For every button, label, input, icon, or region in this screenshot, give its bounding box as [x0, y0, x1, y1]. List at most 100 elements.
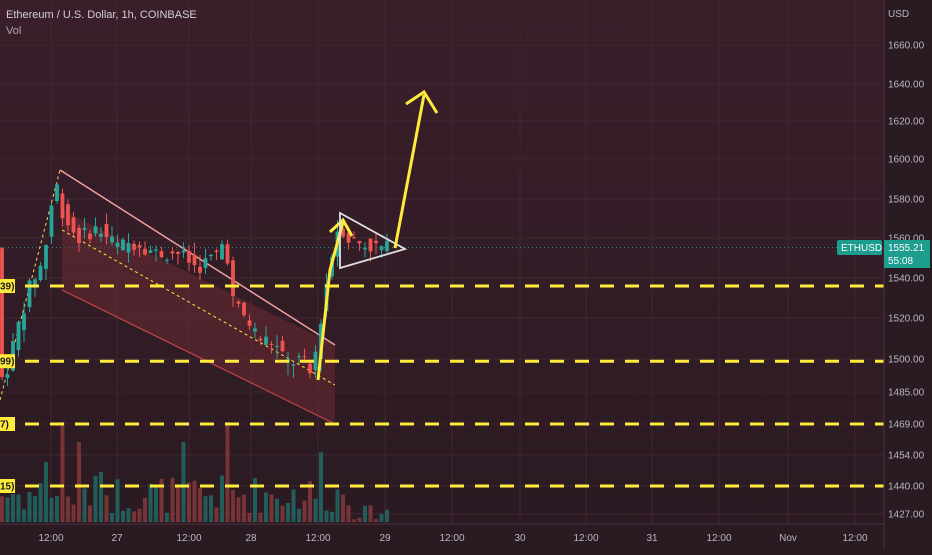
- time-tick-label: Nov: [779, 533, 797, 544]
- channel-lower-line: [61, 289, 336, 425]
- volume-bar: [209, 495, 213, 522]
- candle-body: [374, 240, 378, 244]
- volume-bar: [357, 517, 362, 522]
- price-tick-label: 1640.00: [888, 80, 925, 91]
- candle: [165, 257, 169, 264]
- volume-bar: [214, 507, 219, 522]
- time-tick-label: 12:00: [305, 533, 330, 544]
- candle: [192, 242, 197, 273]
- candle-body: [242, 302, 246, 316]
- grid: [0, 0, 884, 524]
- candle-body: [165, 259, 169, 261]
- candle-body: [297, 356, 301, 358]
- volume-bar: [71, 504, 76, 522]
- volume-bar: [176, 487, 180, 522]
- candle-body: [352, 237, 356, 239]
- volume-bar: [236, 497, 241, 522]
- volume-bar: [247, 512, 252, 522]
- price-tick-label: 1620.00: [888, 117, 925, 128]
- volume-bar: [198, 487, 202, 522]
- candle: [247, 314, 252, 330]
- candle-body: [302, 356, 307, 358]
- price-tick-label: 1540.00: [888, 274, 925, 285]
- candle: [258, 336, 263, 346]
- candle: [181, 242, 186, 259]
- volume-bar: [225, 422, 230, 522]
- candle: [38, 261, 43, 282]
- candle: [313, 345, 318, 379]
- candle-body: [110, 236, 114, 243]
- price-badge-countdown: 55:08: [888, 256, 913, 267]
- price-tick-label: 1454.00: [888, 451, 925, 462]
- volume-bar: [297, 508, 301, 522]
- price-badge-symbol-bg: [837, 240, 882, 255]
- volume-bar: [187, 482, 191, 522]
- candle-body: [187, 250, 191, 263]
- time-tick-label: 29: [379, 533, 391, 544]
- volume-bar: [60, 422, 65, 522]
- volume-bar: [264, 492, 268, 522]
- candle: [176, 250, 180, 265]
- candle: [280, 335, 285, 353]
- candle-body: [214, 250, 219, 252]
- candle: [264, 326, 268, 346]
- price-tick-label: 1469.00: [888, 420, 925, 431]
- candle-body: [253, 328, 257, 332]
- candle-body: [49, 205, 54, 237]
- candle: [99, 226, 103, 243]
- candle: [385, 233, 389, 253]
- price-tick-label: 1580.00: [888, 195, 925, 206]
- volume-bar: [154, 485, 158, 522]
- time-tick-label: 12:00: [176, 533, 201, 544]
- volume-bar: [368, 505, 373, 522]
- volume-bar: [104, 495, 109, 522]
- candle-body: [121, 239, 125, 251]
- volume-bar: [286, 502, 290, 522]
- candle: [236, 299, 241, 308]
- volume-bar: [385, 509, 389, 522]
- candle-body: [203, 258, 208, 268]
- candle-body: [154, 249, 158, 251]
- volume-bar: [242, 494, 246, 522]
- volume-bar: [308, 480, 312, 522]
- price-badge-value-bg: [884, 240, 930, 268]
- candle-body: [269, 344, 274, 346]
- volume-bar: [93, 475, 98, 522]
- candle: [203, 248, 208, 274]
- volume-bar: [121, 510, 125, 522]
- volume-bar: [203, 496, 208, 522]
- volume-bar: [0, 496, 4, 522]
- candle-body: [247, 320, 252, 326]
- candle-body: [77, 227, 81, 244]
- time-tick-label: 30: [514, 533, 526, 544]
- volume-bar: [77, 442, 81, 522]
- candle-body: [38, 265, 43, 281]
- candle-body: [176, 252, 180, 254]
- volume-bar: [82, 488, 87, 522]
- support-level-label-bg: [0, 417, 15, 431]
- candle-body: [5, 374, 10, 379]
- support-level-label-bg: [0, 479, 15, 493]
- volume-bar: [88, 505, 92, 522]
- volume-bar: [148, 483, 153, 522]
- volume-bars: [0, 422, 389, 522]
- candle: [132, 240, 136, 256]
- candle-body: [181, 250, 186, 253]
- volume-bar: [16, 494, 21, 522]
- candle: [302, 348, 307, 361]
- candle-body: [291, 364, 296, 366]
- support-level-label-bg: [0, 354, 15, 369]
- support-level-label-bg: [0, 279, 15, 293]
- candle-body: [231, 260, 235, 297]
- support-levels: 39) 99) 7) 15): [0, 279, 884, 493]
- candle-body: [88, 233, 92, 240]
- candle-body: [313, 351, 318, 371]
- target-arrow-head: [405, 89, 439, 114]
- candle: [66, 199, 70, 232]
- volume-bar: [192, 480, 197, 522]
- symmetrical-triangle: [339, 211, 408, 270]
- support-level-label: 15): [0, 482, 14, 493]
